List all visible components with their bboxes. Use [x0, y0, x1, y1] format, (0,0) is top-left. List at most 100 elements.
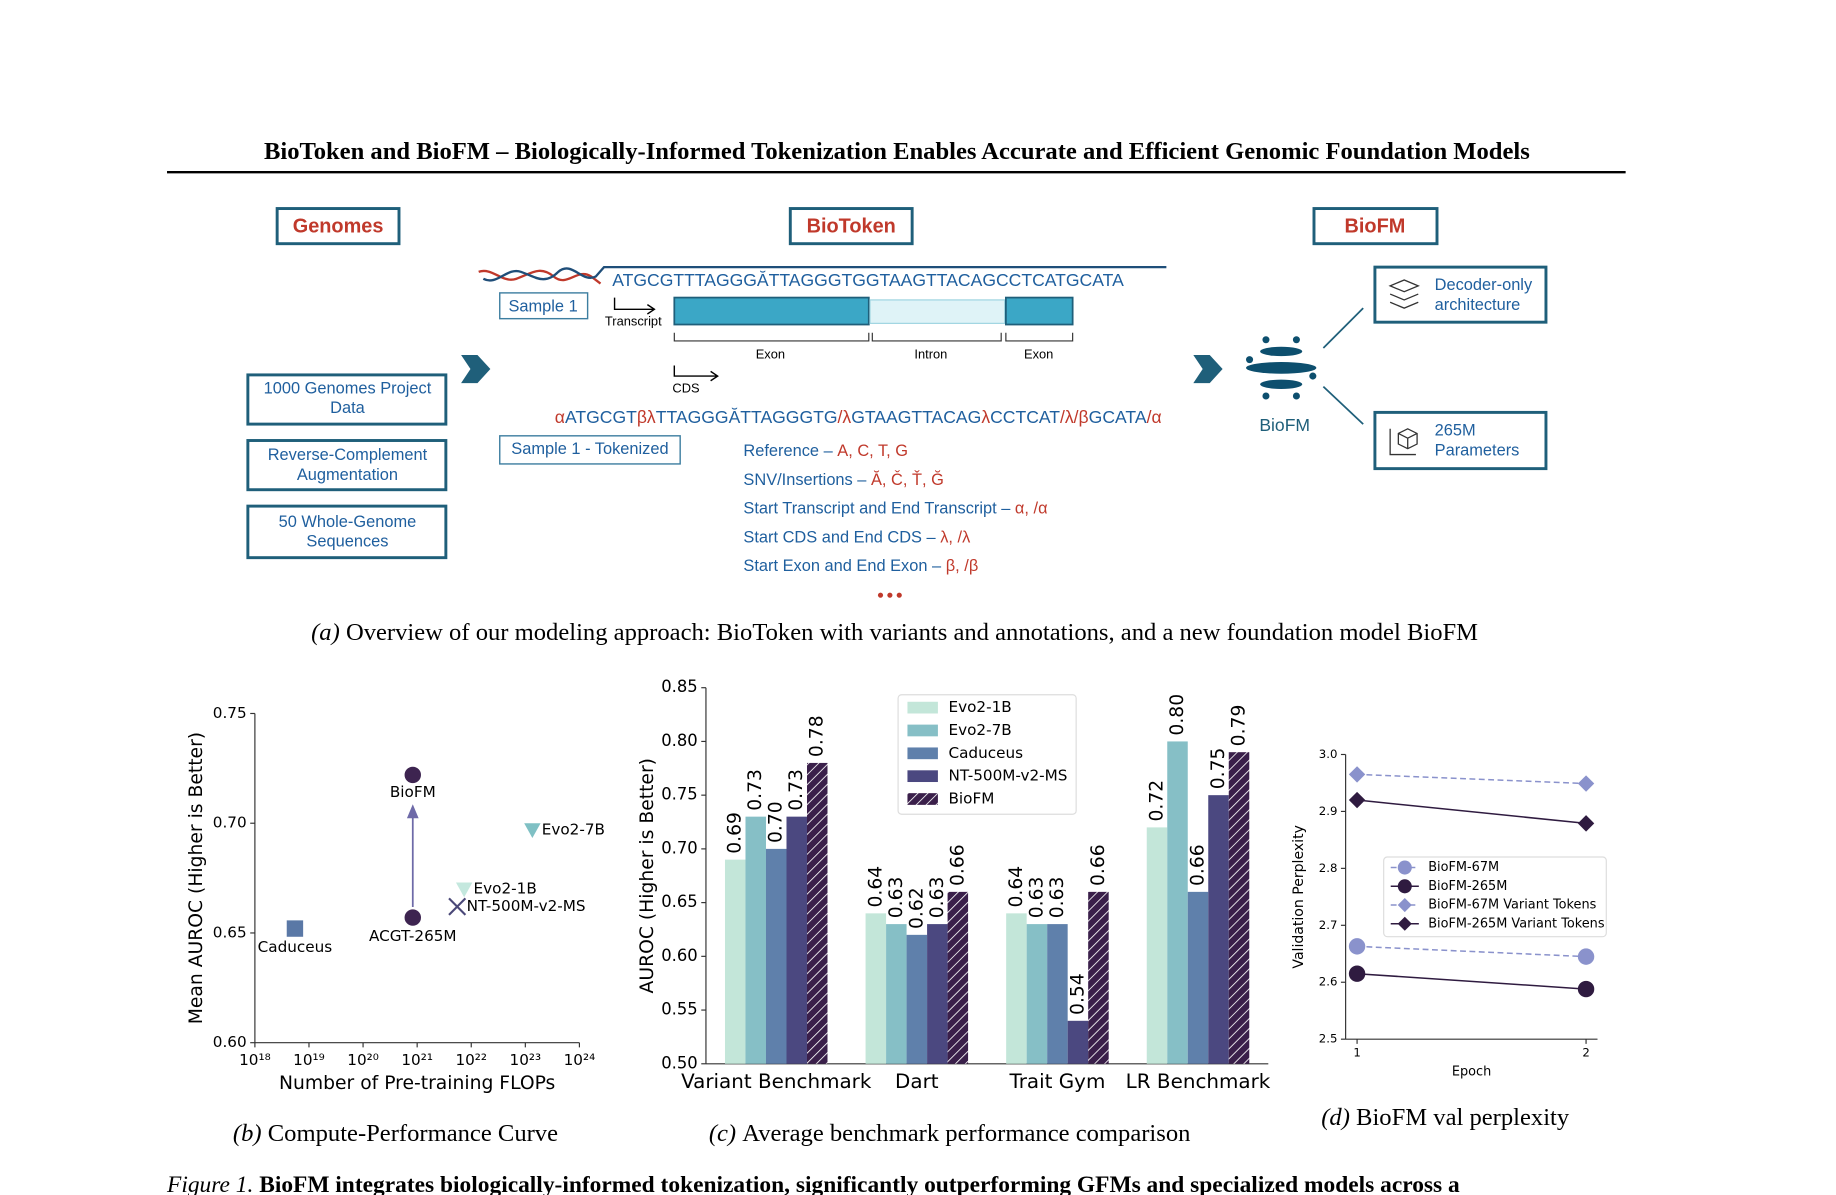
dna-strand: [478, 269, 602, 285]
token-kind: Start Exon and End Exon –: [743, 557, 942, 575]
region-label: Exon: [756, 346, 785, 361]
series-line: [1357, 972, 1587, 990]
transcript-arrow: [613, 297, 656, 315]
token-symbols: β, /β: [946, 557, 979, 575]
y-tick-label: 0.80: [661, 731, 698, 750]
legend-box: [1383, 856, 1607, 938]
y-axis-label: AUROC (Higher is Better): [637, 758, 658, 993]
section-title: BioToken: [807, 216, 896, 238]
bar: [1067, 1020, 1089, 1064]
tokenized-sequence: αATGCGTβλTTAGGGĂTTAGGGTG/λGTAAGTTACAGλCC…: [555, 407, 1162, 427]
x-tick-label: 10²¹: [401, 1051, 433, 1069]
y-tick-label: 0.55: [661, 1000, 698, 1019]
caption-label: (c): [709, 1120, 736, 1147]
marker: [1348, 938, 1366, 955]
token-legend-line: Start Transcript and End Transcript – α,…: [743, 500, 1047, 518]
value-label: 0.78: [807, 715, 828, 757]
sequence-part: GTAAGTTACAG: [851, 407, 981, 427]
bar: [1047, 924, 1068, 1064]
region-label: Intron: [914, 346, 947, 361]
sequence-part: TTAGGGĂTTAGGGTG: [656, 407, 838, 427]
legend-label: NT-500M-v2-MS: [948, 767, 1067, 785]
chart-scatter: 0.60 0.65 0.70 0.75 10¹⁸ 10¹⁹ 10²⁰ 10²¹ 10²² 10²³…: [186, 704, 605, 1094]
source-box: [246, 504, 448, 560]
value-label: 0.73: [786, 769, 807, 811]
bar: [1088, 891, 1109, 1064]
legend-label: BioFM-67M: [1428, 860, 1499, 875]
x-tick-label: Dart: [895, 1070, 939, 1093]
token-symbols: λ, /λ: [940, 529, 971, 547]
marker: [1348, 766, 1366, 783]
feature-text: Parameters: [1435, 441, 1520, 459]
chart-line: 2.5 2.6 2.7 2.8 2.9 3.0 1 2 Epoch Validation Perp…: [1291, 747, 1607, 1079]
dna-sequence: ATGCGTTTAGGGĂTTAGGGTGGTAAGTTACAGCCTCATGC…: [612, 270, 1124, 290]
source-text: 50 Whole-Genome: [279, 513, 417, 531]
subfigure-caption: (d) BioFM val perplexity: [1321, 1103, 1570, 1130]
legend-box: [897, 694, 1077, 815]
legend-swatch: [907, 724, 938, 737]
token-kind: SNV/Insertions –: [743, 471, 867, 489]
y-tick-label: 2.7: [1319, 918, 1338, 932]
legend-label: BioFM-265M: [1428, 879, 1507, 894]
marker: [1397, 879, 1412, 894]
marker: [524, 823, 541, 839]
value-label: 0.54: [1067, 973, 1088, 1015]
x-tick-label: 2: [1582, 1046, 1589, 1060]
section-box: [788, 207, 914, 246]
token-symbols: Ă, Č, Ť, Ğ: [871, 470, 944, 489]
marker: [1577, 948, 1595, 965]
caption-label: (b): [233, 1120, 262, 1147]
sequence-part: α: [555, 407, 565, 427]
legend-label: BioFM: [948, 790, 994, 808]
feature-box: [1373, 265, 1548, 324]
section-title: Genomes: [293, 216, 384, 238]
series-line: [1356, 799, 1587, 825]
bar: [745, 816, 766, 1064]
marker: [404, 909, 421, 926]
bar: [947, 891, 969, 1064]
value-label: 0.72: [1147, 780, 1168, 822]
token-kind: Start CDS and End CDS –: [743, 529, 936, 547]
exon-block: [1004, 296, 1074, 326]
chart-bar: 0.50 0.55 0.60 0.65 0.70 0.75 0.80 0.85 AUROC (H…: [637, 677, 1271, 1093]
source-box: [246, 439, 448, 492]
bar: [786, 816, 807, 1064]
token-legend-line: Reference – A, C, T, G: [743, 443, 908, 461]
y-tick-label: 0.75: [661, 785, 698, 804]
y-axis-label: Validation Perplexity: [1291, 825, 1307, 968]
flow-arrow: [461, 354, 491, 384]
sequence-part: /α: [1147, 407, 1162, 427]
x-tick-label: 10²⁰: [347, 1051, 379, 1069]
x-tick-label: Trait Gym: [1008, 1070, 1105, 1093]
x-tick-label: 10²⁴: [564, 1051, 596, 1069]
y-tick-label: 0.50: [661, 1053, 698, 1072]
bar: [1006, 913, 1027, 1064]
ellipsis-dot: [887, 592, 893, 598]
value-label: 0.64: [1006, 866, 1027, 908]
bar: [1167, 741, 1188, 1064]
source-text: Reverse-Complement: [268, 446, 428, 464]
point-label: Evo2-7B: [542, 820, 605, 838]
charts: 0.60 0.65 0.70 0.75 10¹⁸ 10¹⁹ 10²⁰ 10²¹ 10²² 10²³…: [186, 677, 1607, 1094]
marker: [1397, 860, 1412, 875]
point-label: ACGT-265M: [369, 927, 457, 945]
source-box: [246, 373, 448, 426]
legend-label: BioFM-265M Variant Tokens: [1428, 916, 1605, 931]
ellipsis-dot: [896, 592, 902, 598]
legend-swatch: [907, 747, 938, 760]
token-legend-line: SNV/Insertions – Ă, Č, Ť, Ğ: [743, 470, 943, 489]
caption-text: Compute-Performance Curve: [268, 1120, 558, 1147]
token-legend-line: Start CDS and End CDS – λ, /λ: [743, 529, 971, 547]
sequence-part: /λ: [838, 407, 852, 427]
source-text: Sequences: [306, 533, 388, 551]
marker: [1577, 815, 1595, 832]
value-label: 0.64: [865, 866, 886, 908]
value-label: 0.66: [1188, 844, 1209, 886]
bar: [1026, 924, 1048, 1064]
caption-label: Figure 1.: [166, 1172, 253, 1195]
marker: [448, 897, 467, 916]
subfigure-caption: (a) Overview of our modeling approach: B…: [311, 618, 1478, 645]
intron-block: [869, 299, 1006, 324]
flow-arrow: [1193, 354, 1223, 384]
